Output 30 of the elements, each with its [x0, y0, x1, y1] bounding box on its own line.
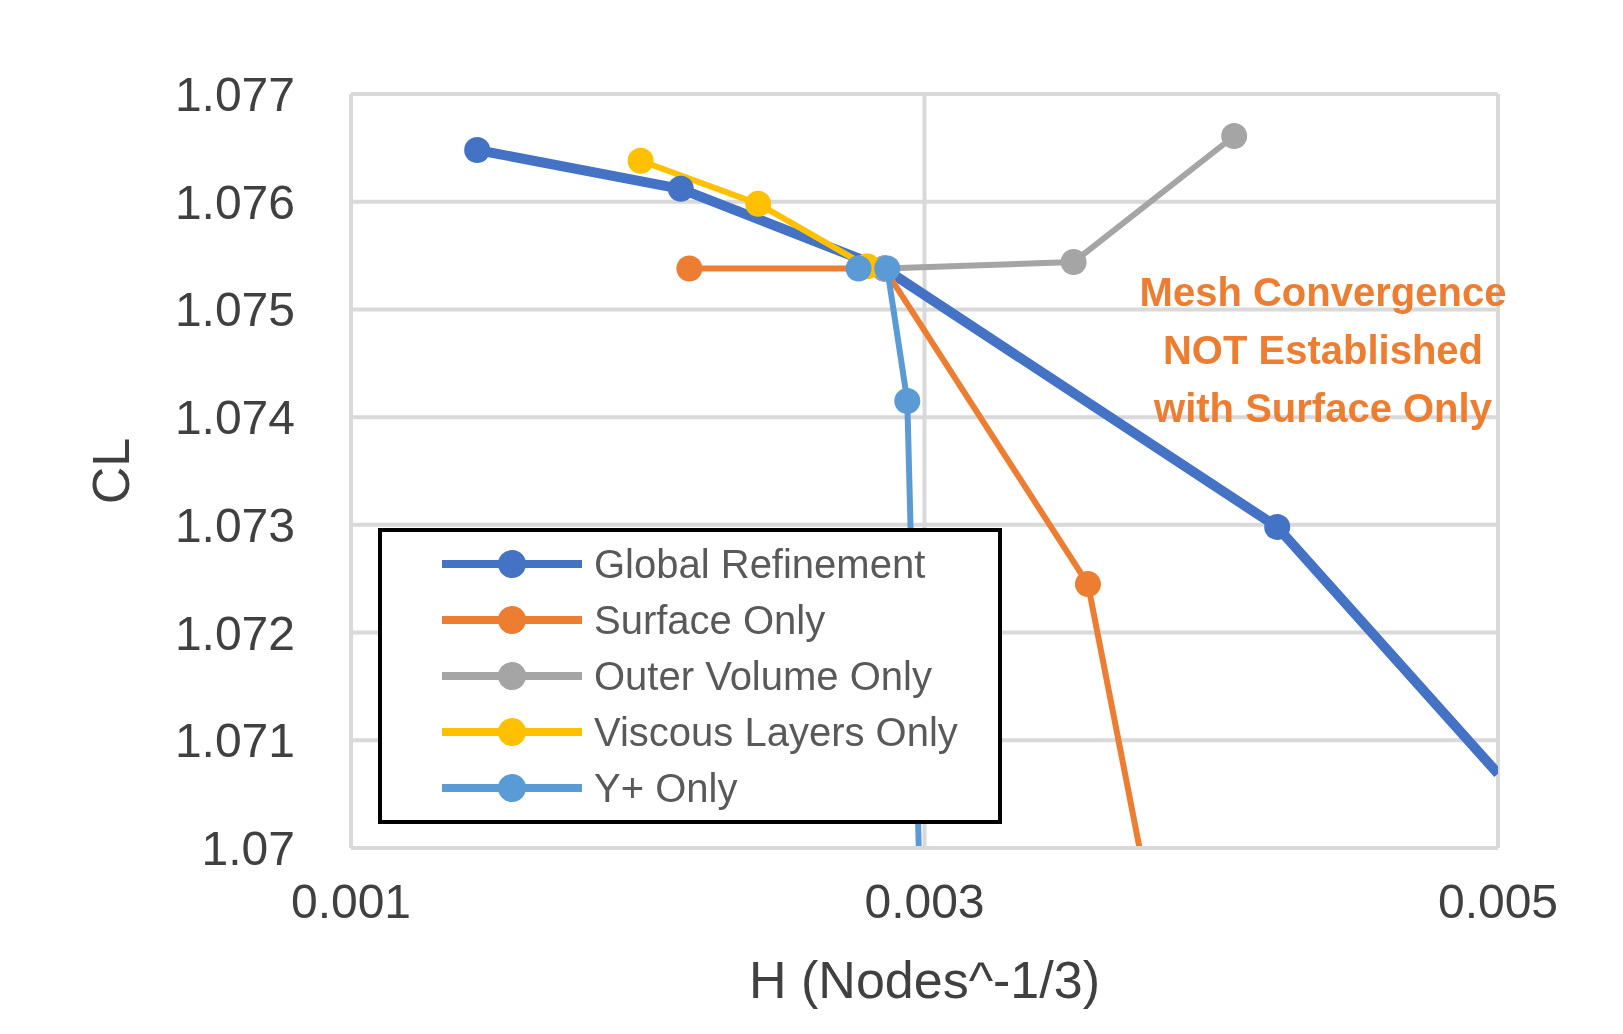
y-tick-label: 1.071 — [174, 714, 295, 768]
x-axis-title: H (Nodes^-1/3) — [749, 951, 1100, 1009]
point — [627, 147, 654, 174]
point — [667, 175, 694, 202]
point — [1221, 123, 1248, 150]
y-axis-title: CL — [82, 437, 141, 505]
y-tick-label: 1.073 — [174, 498, 295, 552]
point — [1264, 514, 1291, 541]
point — [1074, 571, 1101, 598]
legend-label: Outer Volume Only — [594, 653, 932, 699]
y-tick-label: 1.072 — [174, 606, 295, 660]
y-tick-label: 1.076 — [174, 175, 295, 229]
x-tick-label: 0.005 — [1437, 875, 1559, 929]
legend-label: Viscous Layers Only — [594, 709, 958, 755]
point — [745, 190, 772, 217]
y-tick-label: 1.074 — [174, 391, 295, 445]
annotation: Mesh Convergence NOT Established with Surface Only — [1138, 269, 1508, 432]
point — [845, 255, 872, 282]
legend-label: Surface Only — [594, 597, 826, 643]
legend-label: Global Refinement — [594, 541, 926, 587]
y-tick-label: 1.075 — [174, 283, 295, 337]
y-tick-label: 1.077 — [174, 68, 295, 122]
point — [894, 387, 921, 414]
point — [676, 255, 703, 282]
point — [1060, 249, 1087, 276]
y-tick-label: 1.07 — [201, 822, 295, 876]
legend-label: Y+ Only — [594, 765, 738, 811]
x-tick-label: 0.001 — [290, 875, 412, 929]
point — [464, 137, 491, 164]
x-tick-label: 0.003 — [864, 875, 985, 929]
